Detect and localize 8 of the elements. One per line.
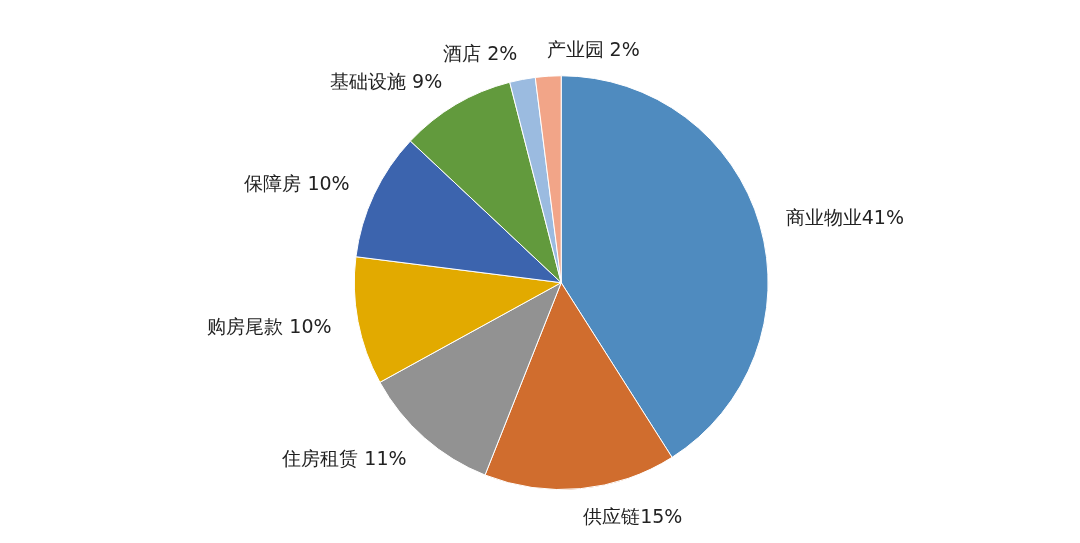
slice-label: 基础设施 9% <box>330 70 443 93</box>
slice-label: 购房尾款 10% <box>207 315 332 338</box>
slice-label: 住房租赁 11% <box>281 447 407 470</box>
slice-label: 保障房 10% <box>244 172 350 195</box>
slice-label: 商业物业41% <box>785 206 904 229</box>
slice-label: 供应链15% <box>583 504 683 527</box>
slice-label: 酒店 2% <box>443 41 518 64</box>
slice-label: 产业园 2% <box>546 38 640 61</box>
